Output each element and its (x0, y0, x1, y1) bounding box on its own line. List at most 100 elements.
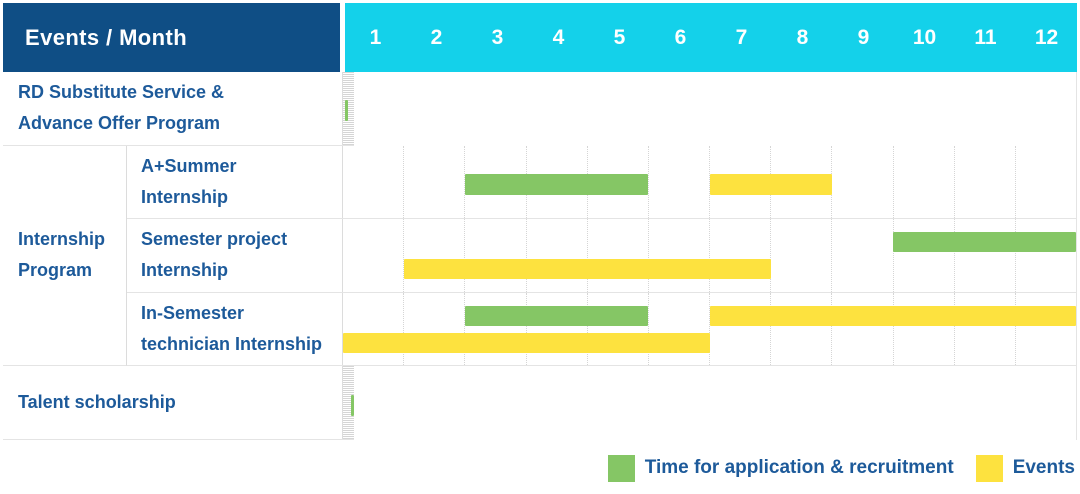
month-label: 9 (857, 25, 870, 49)
month-cell (349, 72, 350, 145)
row-label-line: Internship (141, 186, 229, 207)
month-label: 6 (674, 25, 687, 49)
legend-label: Events (1012, 457, 1075, 479)
section-rows: A+Summer Internship Semester project Intern… (127, 145, 1076, 367)
month-label: 5 (613, 25, 626, 49)
table-body: RD Substitute Service & Advance Offer Pro… (3, 72, 1077, 440)
row-label: In-Semester technician Internship (127, 292, 343, 366)
gantt-bar-green (465, 173, 649, 195)
gantt-track (343, 366, 354, 439)
gantt-page: Events / Month 1 2 3 4 5 6 7 8 9 10 11 12 RD Substi… (3, 3, 1077, 482)
gantt-bar-yellow (709, 305, 1076, 326)
month-cell (831, 145, 892, 219)
month-cell (352, 72, 353, 145)
gantt-bar-yellow (343, 332, 710, 353)
table-row: Semester project Internship (127, 219, 1076, 293)
gantt-bar-green (351, 394, 354, 416)
month-cell (464, 145, 525, 219)
month-cell (343, 219, 403, 292)
events-month-table: Events / Month 1 2 3 4 5 6 7 8 9 10 11 12 RD Substi… (3, 3, 1077, 440)
month-cell (350, 366, 351, 439)
gantt-bar-green (344, 100, 349, 122)
gantt-track (343, 292, 1076, 366)
row-label: Semester project Internship (127, 219, 343, 292)
row-label-line: Talent scholarship (18, 392, 176, 413)
month-cell (1014, 219, 1076, 292)
month-label: 8 (796, 25, 809, 49)
table-row: In-Semester technician Internship (127, 292, 1076, 367)
month-cell (953, 145, 1015, 219)
month-cell (353, 72, 354, 145)
table-section: RD Substitute Service & Advance Offer Pro… (3, 72, 1076, 146)
month-cell (586, 219, 648, 292)
row-label-line: Internship (18, 229, 106, 250)
month-cell (344, 72, 345, 145)
month-cell (709, 219, 770, 292)
legend-item: Time for application & recruitment (607, 454, 954, 482)
month-cell (344, 366, 345, 439)
row-label-line: Semester project (141, 229, 288, 250)
row-label: RD Substitute Service & Advance Offer Pro… (3, 72, 343, 145)
month-label: 3 (491, 25, 504, 49)
month-cell (892, 145, 954, 219)
month-label: 7 (735, 25, 748, 49)
month-cell (586, 292, 648, 366)
month-cell (647, 145, 709, 219)
month-cell (403, 292, 464, 366)
row-label-line: Advance Offer Program (18, 113, 221, 134)
table-section: Talent scholarship (3, 366, 1076, 440)
month-cell (464, 292, 525, 366)
month-cell (1014, 145, 1076, 219)
legend-green-swatch (607, 454, 635, 482)
month-cell (892, 292, 954, 366)
header-gap (340, 3, 345, 72)
month-cell (351, 72, 352, 145)
row-label: Talent scholarship (3, 366, 343, 439)
table-row: A+Summer Internship (127, 145, 1076, 220)
legend-label: Time for application & recruitment (644, 457, 954, 479)
month-cell (709, 292, 770, 366)
month-cell (403, 145, 464, 219)
header-months: 1 2 3 4 5 6 7 8 9 10 11 12 (345, 3, 1077, 72)
gantt-bar-yellow (709, 173, 832, 195)
table-section: Internship Program A+Summer Internship Semes… (3, 145, 1076, 367)
month-cell (647, 292, 709, 366)
month-cell (343, 72, 344, 145)
month-cell (1014, 292, 1076, 366)
gantt-bar-green (465, 305, 649, 326)
legend-item: Events (975, 454, 1075, 482)
header-title: Events / Month (3, 3, 340, 72)
month-cell (831, 292, 892, 366)
month-cell (647, 219, 709, 292)
month-cell (464, 219, 525, 292)
gantt-bar-yellow (404, 259, 771, 280)
month-cell (770, 292, 831, 366)
gantt-bar-green (892, 232, 1076, 253)
legend-yellow-swatch (975, 454, 1003, 482)
group-label: Internship Program (3, 145, 127, 367)
month-cell (403, 219, 464, 292)
row-label-line: Program (18, 260, 93, 281)
month-cell (953, 219, 1015, 292)
gantt-track (343, 219, 1076, 292)
month-cell (347, 366, 348, 439)
month-cell (343, 146, 403, 219)
gantt-track (343, 72, 354, 145)
table-header: Events / Month 1 2 3 4 5 6 7 8 9 10 11 12 (3, 3, 1077, 72)
gantt-track (343, 145, 1076, 219)
month-label: 2 (430, 25, 443, 49)
month-label: 11 (974, 25, 997, 49)
legend: Time for application & recruitment Events (3, 454, 1077, 482)
table-row: Talent scholarship (3, 366, 354, 440)
month-label: 12 (1034, 25, 1059, 49)
month-cell (350, 72, 351, 145)
month-cell (345, 366, 346, 439)
month-cell (343, 366, 344, 439)
month-cell (525, 219, 587, 292)
row-label-line: In-Semester (141, 303, 245, 324)
month-label: 1 (369, 25, 382, 49)
month-cell (892, 219, 954, 292)
row-label-line: RD Substitute Service & (18, 82, 225, 103)
month-cell (831, 219, 892, 292)
month-cell (525, 292, 587, 366)
